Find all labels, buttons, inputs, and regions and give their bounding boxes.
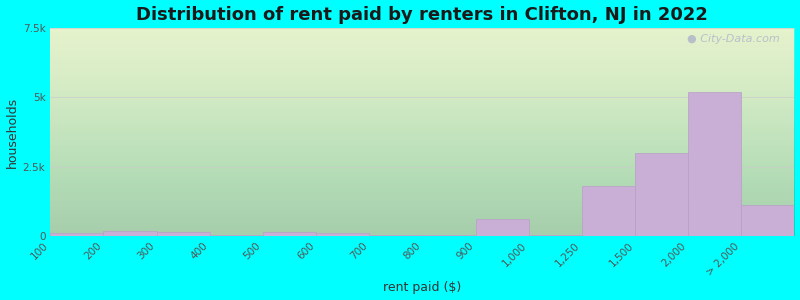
Bar [103, 231, 157, 236]
Bar [635, 153, 688, 236]
Y-axis label: households: households [6, 96, 18, 167]
Bar [370, 235, 422, 236]
Title: Distribution of rent paid by renters in Clifton, NJ in 2022: Distribution of rent paid by renters in … [137, 6, 708, 24]
Bar [316, 233, 370, 236]
Bar [529, 235, 582, 236]
Bar [263, 232, 316, 236]
X-axis label: rent paid ($): rent paid ($) [383, 281, 462, 294]
Text: ● City-Data.com: ● City-Data.com [687, 34, 779, 44]
Bar [475, 219, 529, 236]
Bar [210, 235, 263, 236]
Bar [422, 235, 475, 236]
Bar [742, 206, 794, 236]
Bar [582, 186, 635, 236]
Bar [50, 233, 103, 236]
Bar [688, 92, 742, 236]
Bar [157, 232, 210, 236]
